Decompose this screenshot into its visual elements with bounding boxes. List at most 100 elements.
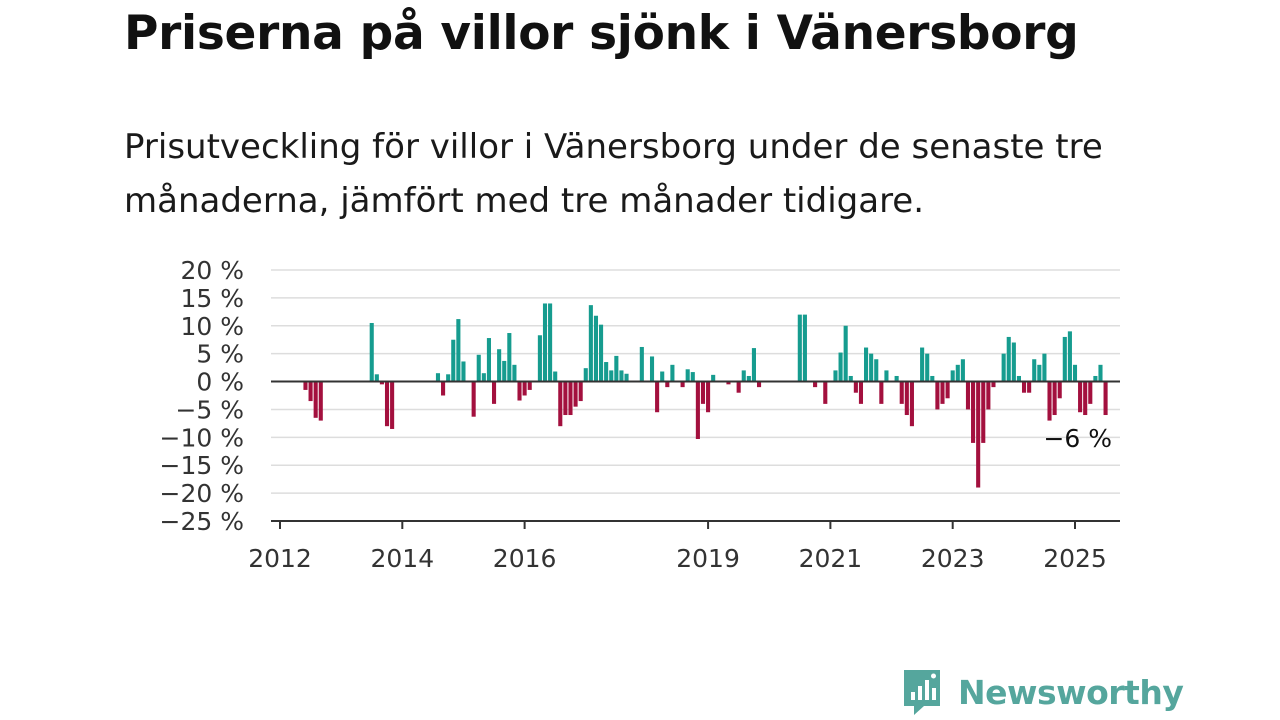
- bar: [945, 381, 950, 399]
- y-tick-label: 20 %: [180, 256, 244, 285]
- bar: [909, 381, 914, 427]
- bar: [502, 360, 507, 382]
- bar: [726, 381, 731, 385]
- bar: [1057, 381, 1062, 399]
- bar: [476, 354, 481, 382]
- bar: [879, 381, 884, 404]
- bar: [537, 335, 542, 382]
- y-tick-label: 5 %: [196, 340, 244, 369]
- x-axis: 2012 2014 2016 2019 2021 2023 2025: [248, 380, 1120, 573]
- newsworthy-logo-icon: [904, 670, 940, 715]
- y-tick-label: −5 %: [175, 395, 244, 424]
- bar: [1093, 375, 1098, 382]
- bar: [1027, 381, 1032, 393]
- bar: [1103, 381, 1108, 416]
- y-tick-label: 0 %: [196, 368, 244, 397]
- bar: [303, 381, 308, 390]
- bar: [522, 381, 527, 396]
- bar: [1006, 336, 1011, 382]
- bar: [660, 371, 665, 382]
- bar: [1078, 381, 1083, 413]
- bar: [741, 370, 746, 382]
- bar: [542, 303, 548, 382]
- bar: [746, 375, 751, 382]
- bar: [838, 352, 843, 382]
- bar: [649, 356, 655, 382]
- bar: [813, 381, 818, 388]
- bar: [1067, 331, 1072, 382]
- y-axis-labels: 20 %15 %10 %5 %0 %−5 %−10 %−15 %−20 %−25…: [160, 256, 244, 536]
- bar: [512, 364, 517, 382]
- last-value-label: −6 %: [1043, 424, 1112, 453]
- bar: [1047, 381, 1052, 421]
- bar: [756, 381, 762, 388]
- bar: [456, 319, 461, 382]
- bar: [1042, 353, 1047, 382]
- bar: [1037, 364, 1042, 382]
- bar: [685, 369, 690, 382]
- x-tick-label: 2025: [1043, 544, 1107, 573]
- y-tick-label: 15 %: [180, 284, 244, 313]
- bar: [497, 349, 502, 382]
- bar: [706, 381, 711, 413]
- bar: [553, 371, 558, 382]
- bar: [899, 381, 904, 404]
- y-tick-label: −10 %: [160, 423, 244, 452]
- bar: [527, 381, 532, 390]
- y-tick-label: −15 %: [160, 451, 244, 480]
- bar: [578, 381, 583, 402]
- bar: [486, 338, 491, 382]
- bar: [558, 381, 563, 427]
- bar: [858, 381, 864, 404]
- bar: [991, 381, 996, 388]
- bar: [1098, 364, 1103, 382]
- bar: [711, 374, 716, 382]
- x-tick-label: 2016: [493, 544, 557, 573]
- bar: [833, 370, 838, 382]
- bar: [446, 374, 451, 382]
- bar: [965, 381, 971, 410]
- bar: [986, 381, 991, 410]
- bar: [379, 381, 384, 385]
- bar: [583, 368, 588, 382]
- bar: [935, 381, 940, 410]
- brand-name: Newsworthy: [958, 672, 1184, 712]
- bar: [955, 364, 960, 382]
- bar: [573, 381, 578, 407]
- bar: [1016, 375, 1021, 382]
- bar: [1011, 342, 1016, 382]
- bar: [593, 315, 599, 382]
- bar: [1062, 336, 1067, 382]
- bar: [451, 339, 456, 382]
- y-tick-label: −25 %: [160, 507, 244, 536]
- chart-subtitle: Prisutveckling för villor i Vänersborg u…: [124, 127, 1103, 221]
- bar: [950, 370, 955, 382]
- bar: [491, 381, 497, 404]
- bar: [609, 370, 614, 382]
- bar: [904, 381, 909, 416]
- bar: [624, 373, 629, 382]
- bar: [940, 381, 945, 404]
- bar: [441, 381, 446, 396]
- bar: [1052, 381, 1057, 416]
- bar: [548, 303, 553, 382]
- bar: [313, 381, 318, 418]
- bar: [670, 364, 675, 382]
- bar: [971, 381, 976, 443]
- bar: [481, 373, 486, 382]
- x-tick-label: 2019: [676, 544, 740, 573]
- bar: [461, 361, 466, 382]
- bar: [690, 372, 695, 382]
- bar: [864, 347, 869, 382]
- bar: [930, 375, 935, 382]
- bar: [318, 381, 323, 421]
- bar: [920, 347, 925, 382]
- bar: [604, 362, 609, 382]
- bar: [736, 381, 741, 393]
- bar: [655, 381, 660, 413]
- bar: [960, 359, 965, 382]
- bar: [614, 355, 619, 382]
- annotations: −6 %: [1043, 424, 1112, 453]
- bar: [390, 381, 395, 429]
- bar: [435, 373, 441, 382]
